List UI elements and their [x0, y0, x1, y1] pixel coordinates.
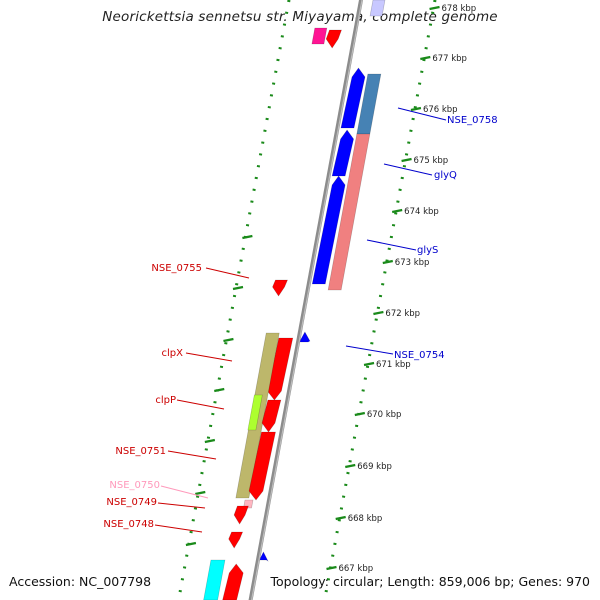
scale-label: 667 kbp: [338, 564, 373, 574]
scale-label: 670 kbp: [367, 410, 402, 420]
gene-NSE_0751: [248, 431, 276, 501]
label-leader: [167, 450, 217, 460]
label-leader: [176, 399, 225, 410]
gene-NSE_0749: [233, 505, 249, 525]
gene-label: NSE_0754: [394, 350, 445, 361]
gene-cyan: [203, 559, 226, 600]
scale-tick: [363, 361, 375, 367]
label-leader: [160, 485, 209, 499]
guide-tick: [185, 541, 197, 547]
scale-label: 674 kbp: [404, 207, 439, 217]
gene-label: NSE_0749: [106, 497, 157, 508]
guide-tick: [242, 234, 253, 240]
label-leader: [185, 352, 233, 362]
scale-ticks: 678 kbp 677 kbp 676 kbp 675 kbp 674 kbp 673 k…: [185, 4, 477, 574]
gene-red-top: [325, 29, 342, 49]
scale-tick: [345, 463, 356, 469]
gene-magenta: [311, 27, 328, 45]
gene-label: clpX: [162, 348, 184, 359]
label-leader: [397, 107, 447, 121]
gene-labels: NSE_0758 glyQ glyS NSE_0754 NSE_0755 clpX clpP…: [103, 115, 497, 530]
guide-tick: [214, 387, 225, 393]
scale-tick: [420, 55, 431, 61]
genome-backbone: [248, 0, 364, 600]
gene-label: NSE_0748: [103, 519, 154, 530]
scale-label: 676 kbp: [423, 105, 458, 115]
gene-label: glyS: [417, 245, 438, 256]
genome-summary-text: Topology: circular; Length: 859,006 bp; …: [270, 574, 591, 589]
gene-NSE_0755: [272, 279, 288, 297]
gene-label: clpP: [155, 395, 176, 406]
label-leader: [345, 345, 394, 355]
scale-tick: [410, 106, 422, 112]
guide-right: [323, 0, 437, 600]
backbone-line: [248, 0, 364, 600]
gene-NSE_0748: [228, 531, 244, 549]
gene-clpP: [261, 399, 282, 433]
gene-label: NSE_0758: [447, 115, 498, 126]
scale-label: 673 kbp: [395, 258, 430, 268]
scale-label: 672 kbp: [385, 309, 420, 319]
gene-glyS: [311, 175, 346, 285]
guide-tick: [204, 438, 216, 444]
gene-pale-top: [369, 0, 386, 17]
guide-tick: [223, 337, 234, 343]
label-leader: [383, 163, 433, 176]
gene-glyQ: [331, 129, 354, 177]
label-leader: [157, 502, 206, 509]
gene-glyS-b: [327, 133, 371, 291]
scale-tick: [326, 565, 337, 571]
map-title: Neorickettsia sennetsu str. Miyayama, co…: [102, 9, 498, 25]
scale-label: 675 kbp: [414, 156, 449, 166]
scale-tick: [354, 411, 366, 417]
gene-red-bottom: [222, 563, 244, 600]
gene-label: glyQ: [434, 170, 457, 181]
scale-label: 671 kbp: [376, 360, 411, 370]
gene-features: [203, 0, 386, 600]
gene-label: NSE_0755: [151, 263, 202, 274]
guide-tick: [195, 490, 206, 496]
guide-left: [177, 0, 291, 600]
accession-text: Accession: NC_007798: [9, 574, 152, 589]
scale-label: 677 kbp: [432, 54, 467, 64]
scale-tick: [382, 259, 394, 265]
guide-tick: [232, 285, 244, 291]
gene-clpP-b: [247, 394, 263, 431]
scale-tick: [401, 157, 412, 163]
scale-label: 669 kbp: [357, 462, 392, 472]
label-leader: [154, 524, 203, 533]
scale-label: 668 kbp: [348, 514, 383, 524]
scale-tick: [429, 5, 440, 11]
label-leader: [205, 267, 250, 279]
label-leaders: [154, 107, 447, 533]
label-leader: [366, 239, 417, 251]
scale-tick: [373, 310, 384, 316]
gene-label: NSE_0751: [115, 446, 166, 457]
backbone-highlight: [250, 0, 363, 600]
gene-label: NSE_0750: [109, 480, 160, 491]
scale-tick: [335, 515, 346, 521]
scale-label: 678 kbp: [442, 4, 477, 14]
gene-NSE_0758: [340, 67, 366, 129]
scale-tick: [391, 208, 403, 214]
